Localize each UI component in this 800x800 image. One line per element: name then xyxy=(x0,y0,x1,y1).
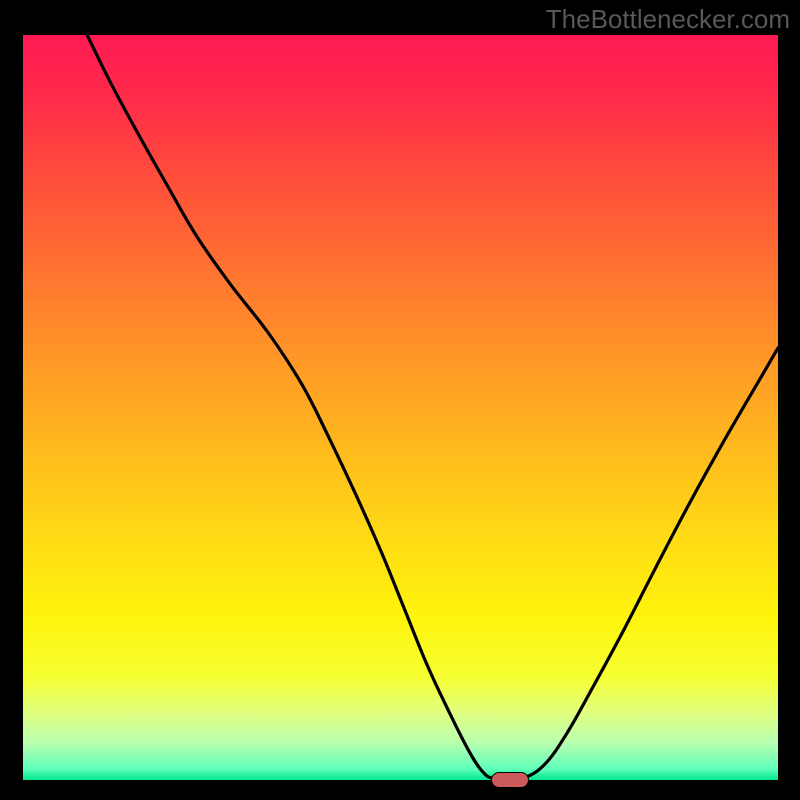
chart-stage: TheBottlenecker.com xyxy=(0,0,800,800)
bottleneck-marker xyxy=(491,772,529,788)
watermark-text: TheBottlenecker.com xyxy=(546,4,790,35)
plot-area xyxy=(23,35,778,780)
bottleneck-curve xyxy=(87,35,778,780)
curve-overlay xyxy=(23,35,778,780)
